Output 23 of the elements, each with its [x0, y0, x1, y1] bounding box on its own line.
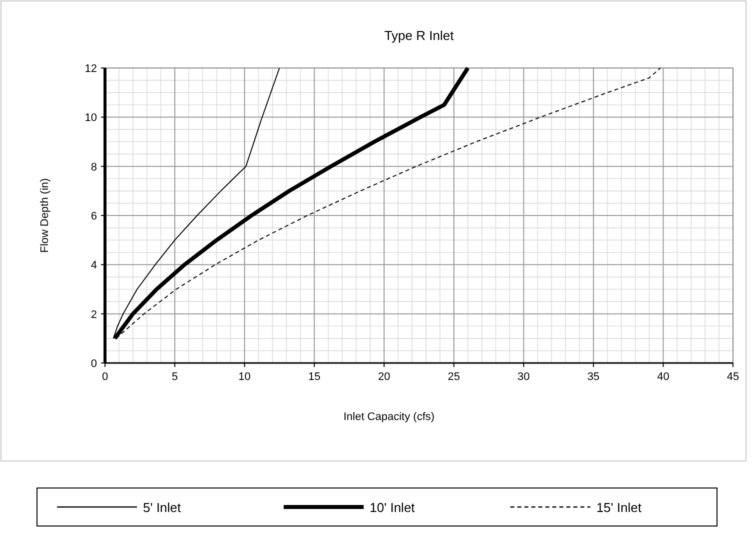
y-tick-label: 2	[90, 308, 97, 321]
x-tick-label: 30	[518, 371, 530, 383]
y-tick-label: 0	[90, 358, 97, 370]
y-axis-title: Flow Depth (in)	[39, 178, 51, 253]
legend-label: 10' Inlet	[370, 500, 416, 515]
x-tick-label: 35	[587, 371, 600, 383]
x-tick-label: 40	[657, 371, 670, 383]
x-tick-label: 25	[448, 371, 460, 383]
legend-label: 5' Inlet	[143, 500, 182, 515]
x-tick-label: 20	[378, 371, 390, 383]
y-tick-label: 4	[90, 260, 97, 272]
x-tick-label: 15	[308, 371, 320, 383]
x-tick-label: 45	[726, 371, 740, 383]
y-tick-label: 8	[90, 161, 97, 174]
y-tick-label: 6	[90, 210, 97, 222]
legend-label: 15' Inlet	[596, 500, 642, 515]
x-tick-label: 5	[172, 371, 178, 383]
chart-title: Type R Inlet	[384, 28, 454, 43]
x-axis-title: Inlet Capacity (cfs)	[343, 411, 435, 423]
y-tick-label: 10	[84, 112, 97, 124]
y-tick-label: 12	[84, 63, 97, 75]
x-tick-label: 0	[102, 371, 108, 383]
x-tick-label: 10	[238, 371, 251, 383]
